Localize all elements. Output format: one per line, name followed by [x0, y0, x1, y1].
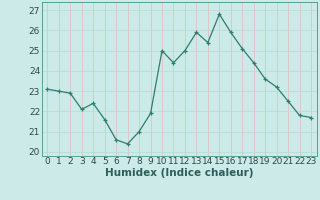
X-axis label: Humidex (Indice chaleur): Humidex (Indice chaleur) — [105, 168, 253, 178]
